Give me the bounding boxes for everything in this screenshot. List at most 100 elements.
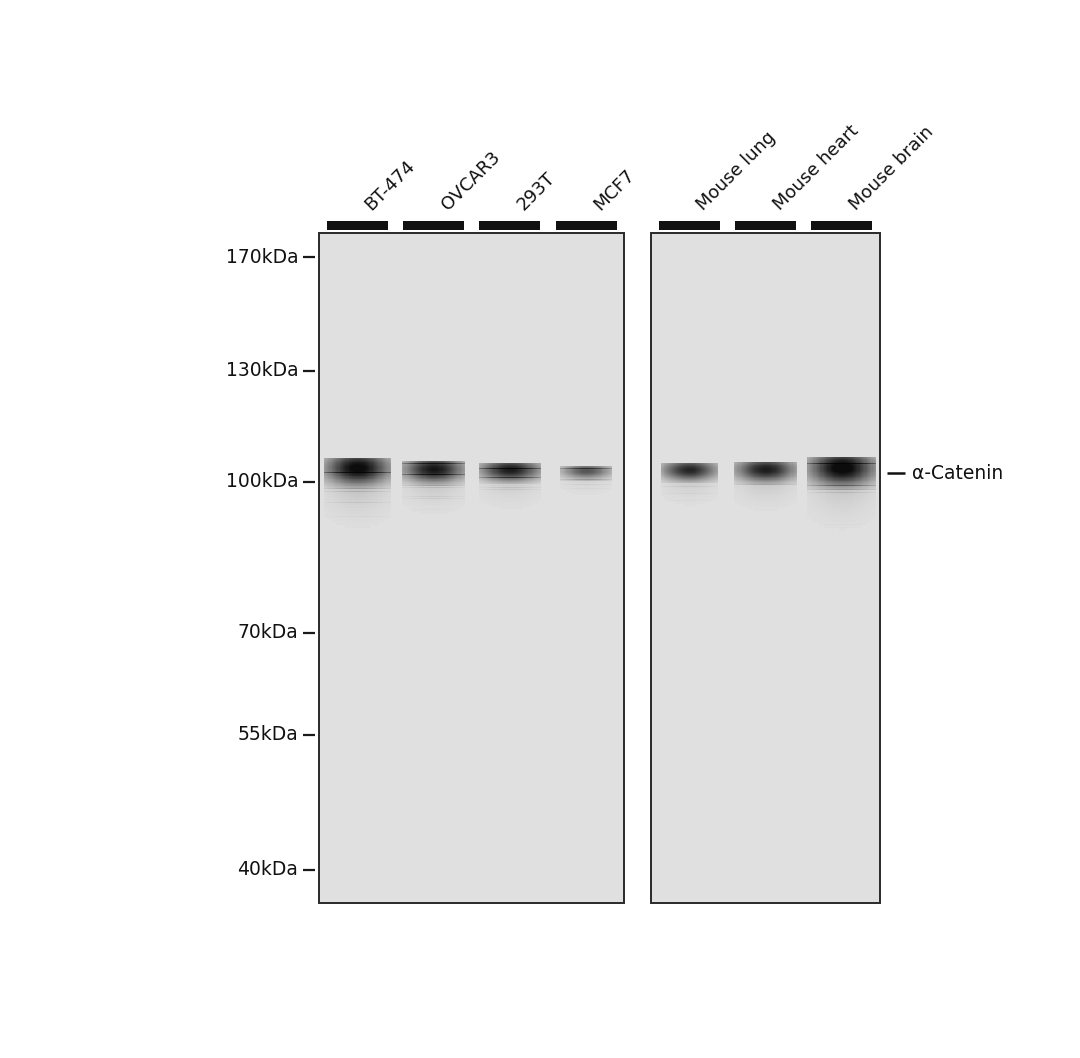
Bar [353, 489, 354, 492]
Bar [829, 504, 831, 507]
Bar [813, 507, 814, 510]
Bar [376, 522, 377, 525]
Bar [370, 491, 372, 494]
Bar [354, 489, 355, 492]
Bar [343, 516, 345, 519]
Bar [374, 513, 375, 516]
Bar [373, 499, 374, 503]
Bar [326, 497, 327, 500]
Bar [861, 498, 862, 501]
Bar [366, 506, 367, 508]
Bar [873, 501, 874, 505]
Bar [837, 489, 838, 493]
Bar [366, 503, 367, 506]
Bar [325, 497, 326, 500]
Bar [377, 503, 378, 506]
Bar [843, 498, 845, 501]
Bar [375, 522, 376, 525]
Bar [368, 489, 369, 492]
Bar [809, 492, 810, 495]
Bar [349, 525, 350, 528]
Bar [819, 515, 820, 518]
Bar [847, 513, 848, 516]
Bar [866, 492, 867, 495]
Bar [837, 492, 838, 495]
Bar [364, 525, 365, 528]
Bar [386, 503, 387, 506]
Bar [390, 491, 391, 494]
Bar [833, 504, 834, 507]
Bar [809, 513, 810, 516]
Bar [841, 522, 842, 525]
Bar [372, 499, 373, 503]
Bar [831, 498, 832, 501]
Bar [362, 494, 363, 497]
Bar [341, 519, 342, 523]
Bar [875, 495, 876, 498]
Bar [359, 494, 360, 497]
Bar [859, 525, 860, 528]
Bar [338, 489, 339, 492]
Bar [853, 525, 854, 528]
Bar [868, 515, 869, 518]
Bar [330, 491, 332, 494]
Bar [811, 495, 812, 498]
Bar [870, 492, 872, 495]
Bar [354, 516, 355, 519]
Bar [350, 497, 351, 500]
Bar [389, 489, 390, 492]
Bar [365, 497, 366, 500]
Bar [335, 519, 336, 523]
Bar [370, 516, 372, 519]
Bar [861, 492, 862, 495]
Bar [347, 494, 348, 497]
Bar [363, 503, 364, 506]
Bar [362, 491, 363, 494]
Bar [328, 513, 329, 516]
Bar [848, 501, 849, 505]
Bar [373, 503, 374, 506]
Bar [346, 506, 347, 508]
Bar [370, 522, 372, 525]
Bar [828, 507, 829, 510]
Bar [849, 515, 851, 518]
Bar [352, 503, 353, 506]
Bar [856, 522, 858, 525]
Bar [837, 513, 838, 516]
Bar [355, 522, 356, 525]
Bar [327, 508, 328, 511]
Bar [859, 495, 860, 498]
Bar [819, 504, 820, 507]
Bar [841, 492, 842, 495]
Bar [367, 494, 368, 497]
Bar [824, 498, 825, 501]
Bar [861, 501, 862, 505]
Bar [836, 489, 837, 493]
Bar [351, 516, 352, 519]
Bar [330, 489, 332, 492]
Bar [387, 503, 388, 506]
Bar [355, 503, 356, 506]
Bar [379, 516, 380, 519]
Bar [816, 507, 818, 510]
Bar [336, 513, 337, 516]
Bar [332, 511, 333, 514]
Bar [363, 506, 364, 508]
Bar [388, 503, 389, 506]
Bar [325, 511, 326, 514]
Bar [330, 503, 332, 506]
Bar [365, 506, 366, 508]
Bar [812, 501, 813, 505]
Bar [846, 492, 847, 495]
Bar [870, 507, 872, 510]
Bar [335, 516, 336, 519]
Bar [815, 501, 816, 505]
Bar [848, 510, 849, 513]
Bar [343, 503, 345, 506]
Bar [338, 494, 339, 497]
Bar [864, 515, 866, 518]
Bar [369, 489, 370, 492]
Bar [359, 503, 360, 506]
Bar [327, 503, 328, 506]
Bar [812, 498, 813, 501]
